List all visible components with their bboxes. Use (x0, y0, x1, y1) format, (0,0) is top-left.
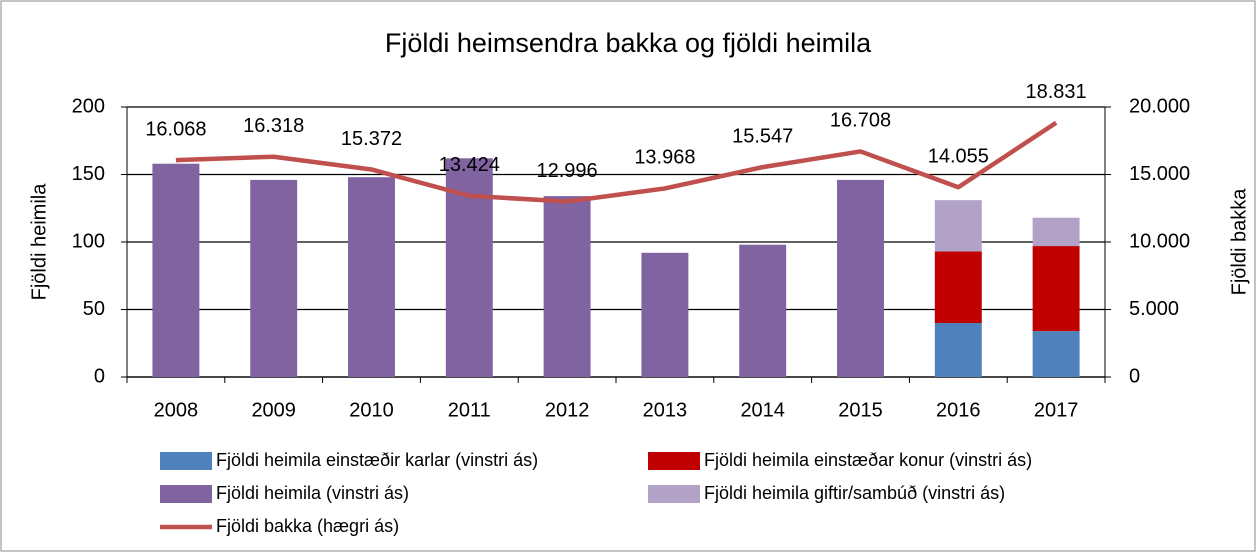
data-label: 15.372 (341, 128, 402, 150)
y2-tick-label: 10.000 (1129, 230, 1190, 252)
y2-tick-label: 15.000 (1129, 163, 1190, 185)
x-tick-label: 2013 (643, 399, 688, 421)
legend-swatch (648, 452, 700, 470)
y-axis-title: Fjöldi heimila (28, 183, 50, 301)
bar (934, 251, 982, 323)
y2-tick-label: 20.000 (1129, 95, 1190, 117)
bar (934, 200, 982, 252)
bar (837, 179, 884, 377)
data-label: 13.424 (439, 154, 500, 176)
x-tick-label: 2011 (448, 399, 491, 421)
x-tick-label: 2012 (545, 399, 590, 421)
data-label: 15.547 (732, 125, 793, 147)
bar (152, 163, 200, 377)
legend-label: Fjöldi heimila einstæðar konur (vinstri … (704, 450, 1032, 470)
bar (641, 252, 689, 377)
bar (250, 179, 298, 377)
x-tick-label: 2017 (1034, 399, 1079, 421)
bar (1032, 331, 1080, 377)
legend-label: Fjöldi heimila giftir/sambúð (vinstri ás… (704, 483, 1005, 503)
data-label: 16.318 (243, 115, 304, 137)
legend-label: Fjöldi bakka (hægri ás) (216, 516, 399, 536)
x-tick-label: 2010 (349, 399, 394, 421)
bar (348, 177, 395, 377)
bar (1032, 217, 1080, 247)
y-tick-label: 200 (72, 95, 105, 117)
y-tick-label: 0 (94, 365, 105, 387)
legend-label: Fjöldi heimila (vinstri ás) (216, 483, 409, 503)
x-tick-label: 2008 (154, 399, 199, 421)
data-label: 16.708 (830, 110, 891, 132)
data-label: 14.055 (928, 146, 989, 168)
x-tick-label: 2015 (838, 399, 883, 421)
legend-swatch (160, 452, 212, 470)
legend-swatch (648, 485, 700, 503)
legend-label: Fjöldi heimila einstæðir karlar (vinstri… (216, 450, 538, 470)
chart-title: Fjöldi heimsendra bakka og fjöldi heimil… (385, 28, 872, 58)
y2-tick-label: 5.000 (1129, 298, 1179, 320)
y-tick-label: 100 (72, 230, 105, 252)
bar (934, 323, 982, 377)
x-tick-label: 2009 (251, 399, 296, 421)
bar (543, 196, 591, 377)
x-tick-label: 2014 (740, 399, 785, 421)
bar (739, 244, 787, 377)
bar (1032, 246, 1080, 332)
y2-tick-label: 0 (1129, 365, 1140, 387)
data-label: 18.831 (1026, 81, 1087, 103)
data-label: 16.068 (145, 118, 206, 140)
y-tick-label: 150 (72, 163, 105, 185)
y-tick-label: 50 (83, 298, 105, 320)
y2-axis-title: Fjöldi bakka (1228, 188, 1250, 296)
data-label: 13.968 (634, 147, 695, 169)
line (175, 120, 1058, 204)
x-tick-label: 2016 (936, 399, 981, 421)
data-label: 12.996 (537, 160, 598, 182)
legend-swatch (160, 485, 212, 503)
